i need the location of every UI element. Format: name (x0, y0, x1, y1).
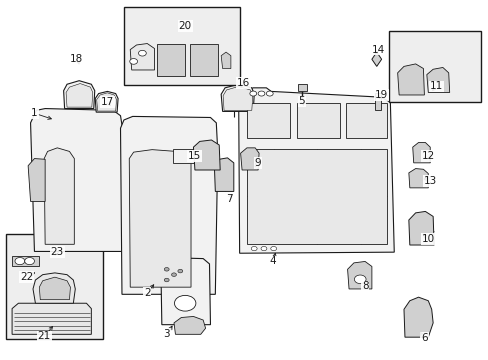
Circle shape (174, 296, 196, 311)
Polygon shape (403, 297, 432, 337)
Polygon shape (44, 148, 74, 244)
Bar (297, 84, 306, 91)
Text: 18: 18 (70, 54, 83, 64)
Text: 8: 8 (361, 282, 367, 292)
Bar (6, 234, 103, 339)
Polygon shape (12, 303, 91, 334)
Bar (374, 93, 380, 111)
Polygon shape (161, 258, 210, 325)
Bar (190, 44, 218, 76)
Polygon shape (408, 168, 427, 188)
Circle shape (164, 267, 169, 271)
Polygon shape (347, 261, 371, 289)
Circle shape (249, 91, 256, 96)
Polygon shape (129, 150, 191, 287)
Bar (157, 44, 185, 76)
Bar (246, 103, 289, 138)
Polygon shape (30, 109, 123, 251)
Polygon shape (97, 93, 116, 111)
Polygon shape (28, 158, 45, 202)
Polygon shape (120, 116, 217, 294)
Text: 12: 12 (421, 151, 434, 161)
Polygon shape (174, 316, 205, 334)
Circle shape (258, 91, 264, 96)
Bar (246, 149, 386, 244)
Text: 16: 16 (236, 78, 250, 88)
Text: 17: 17 (101, 97, 114, 107)
Polygon shape (95, 91, 118, 112)
Polygon shape (221, 84, 254, 111)
Polygon shape (221, 52, 230, 68)
Text: 14: 14 (371, 45, 384, 55)
Text: 23: 23 (51, 247, 64, 257)
Circle shape (266, 91, 273, 96)
Text: 10: 10 (421, 234, 434, 244)
Polygon shape (238, 88, 393, 253)
Text: 2: 2 (143, 288, 150, 297)
Text: 21: 21 (38, 332, 51, 342)
Text: 7: 7 (225, 194, 232, 203)
Circle shape (261, 247, 266, 251)
Text: 19: 19 (374, 90, 387, 100)
Polygon shape (397, 64, 424, 95)
Text: 11: 11 (429, 81, 442, 91)
Circle shape (251, 247, 257, 251)
Polygon shape (223, 86, 252, 111)
Text: 22: 22 (20, 272, 33, 282)
Polygon shape (66, 84, 93, 107)
Bar (12, 256, 39, 266)
Bar (345, 103, 386, 138)
Text: 20: 20 (178, 21, 191, 31)
Text: 4: 4 (269, 256, 275, 266)
Polygon shape (63, 81, 95, 109)
Polygon shape (426, 67, 449, 93)
Bar (388, 31, 480, 102)
Polygon shape (193, 140, 220, 170)
Circle shape (129, 59, 137, 64)
Circle shape (25, 257, 34, 265)
Text: 1: 1 (31, 108, 38, 118)
Polygon shape (33, 273, 75, 303)
Polygon shape (240, 148, 259, 170)
Circle shape (178, 269, 183, 273)
Text: 15: 15 (188, 151, 201, 161)
Polygon shape (371, 52, 381, 66)
Polygon shape (214, 158, 233, 192)
Text: 13: 13 (423, 176, 436, 186)
Circle shape (171, 273, 176, 276)
Text: 5: 5 (298, 96, 305, 107)
Circle shape (354, 275, 366, 284)
Polygon shape (412, 143, 429, 163)
Polygon shape (130, 44, 154, 70)
Bar (123, 8, 239, 85)
Text: 3: 3 (163, 329, 170, 339)
Text: 6: 6 (420, 333, 427, 343)
Circle shape (164, 278, 169, 282)
Circle shape (15, 257, 25, 265)
Bar (296, 103, 339, 138)
Polygon shape (408, 211, 433, 245)
Polygon shape (39, 277, 70, 300)
Bar (172, 149, 196, 163)
Circle shape (138, 50, 146, 56)
Circle shape (270, 247, 276, 251)
Text: 9: 9 (254, 158, 261, 168)
